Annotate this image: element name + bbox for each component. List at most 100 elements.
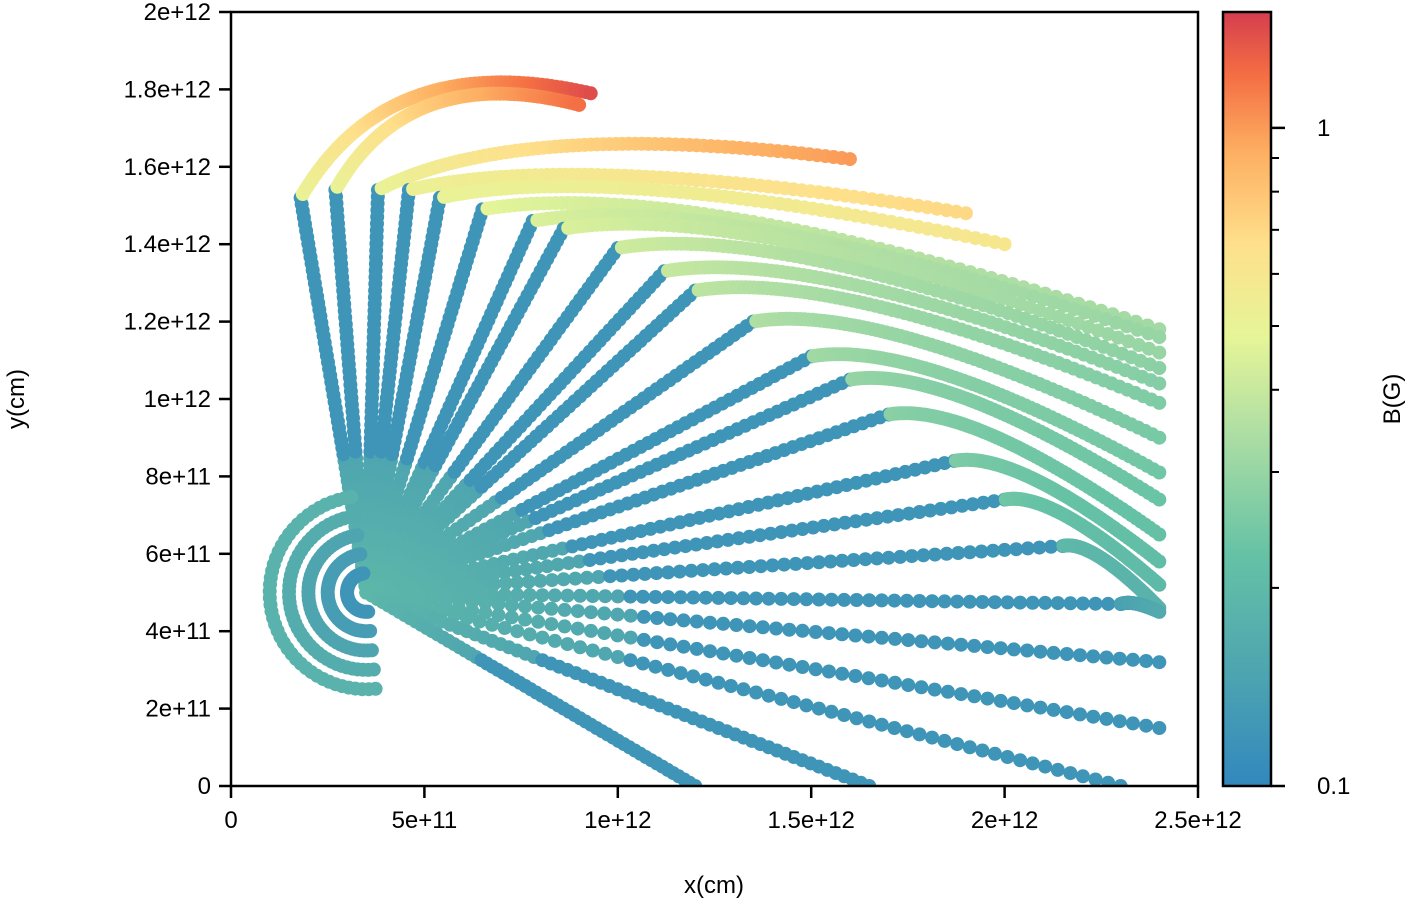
field-point	[684, 563, 699, 578]
field-point	[958, 206, 973, 221]
y-tick-label: 8e+11	[145, 463, 211, 490]
colorbar-label: B(G)	[1379, 374, 1406, 425]
source-point	[361, 604, 376, 619]
field-point	[573, 588, 588, 603]
field-point	[699, 536, 714, 550]
field-point	[881, 550, 896, 565]
field-point	[821, 664, 836, 679]
field-point	[676, 639, 691, 654]
field-point	[777, 557, 792, 572]
field-point	[544, 601, 559, 616]
field-line	[359, 585, 877, 786]
field-point	[497, 565, 512, 580]
field-point	[673, 666, 688, 681]
field-line	[359, 216, 1167, 600]
field-point	[711, 675, 726, 690]
field-point	[636, 632, 651, 647]
y-tick-label: 2e+12	[144, 0, 211, 26]
field-point	[944, 500, 959, 515]
field-point	[533, 573, 548, 588]
field-point	[1088, 772, 1103, 786]
field-point	[904, 549, 919, 564]
field-point	[824, 592, 839, 607]
field-point	[491, 597, 506, 612]
x-tick-label: 5e+11	[392, 807, 458, 834]
y-tick-label: 1.8e+12	[124, 76, 211, 103]
field-point	[1050, 762, 1065, 777]
field-point	[598, 646, 613, 661]
field-point	[710, 534, 725, 549]
field-point	[663, 612, 678, 627]
field-point	[755, 620, 770, 635]
field-point	[625, 546, 640, 561]
field-line	[359, 179, 1012, 600]
field-point	[635, 589, 650, 604]
field-point	[721, 532, 735, 547]
field-point	[939, 546, 954, 561]
field-point	[661, 565, 676, 580]
field-point	[993, 641, 1008, 656]
source-point	[363, 624, 378, 638]
field-point	[572, 97, 587, 112]
field-point	[1086, 709, 1101, 724]
field-point	[849, 593, 864, 607]
field-point	[522, 627, 537, 642]
field-point	[540, 559, 555, 574]
field-point	[1006, 642, 1021, 657]
field-point	[689, 641, 704, 656]
field-point	[838, 515, 852, 530]
field-point	[723, 591, 738, 606]
field-point	[736, 591, 751, 606]
field-point	[891, 508, 906, 523]
field-point	[1086, 649, 1101, 664]
field-point	[927, 635, 942, 650]
field-point	[965, 497, 980, 512]
field-point	[1109, 315, 1124, 330]
field-point	[650, 611, 665, 625]
field-point	[962, 594, 977, 609]
field-point	[980, 640, 995, 655]
field-point	[650, 635, 665, 650]
field-point	[1152, 345, 1167, 360]
field-point	[1038, 595, 1053, 610]
field-point	[1152, 721, 1167, 735]
field-point	[799, 592, 814, 607]
field-point	[808, 662, 823, 677]
field-point	[1059, 647, 1074, 661]
field-point	[498, 576, 513, 591]
field-point	[585, 589, 600, 603]
field-point	[976, 495, 991, 510]
field-point	[1152, 577, 1167, 592]
field-point	[1033, 700, 1048, 715]
field-point	[782, 622, 797, 637]
field-point	[811, 555, 826, 570]
x-axis-label: x(cm)	[684, 872, 744, 899]
field-point	[1000, 595, 1015, 610]
field-point	[742, 619, 757, 634]
field-point	[742, 529, 757, 544]
field-point	[997, 237, 1012, 252]
field-point	[782, 657, 797, 672]
field-line	[359, 347, 1167, 600]
x-tick-label: 1e+12	[584, 807, 651, 834]
field-point	[912, 594, 927, 608]
field-point	[951, 546, 966, 560]
field-point	[1020, 643, 1035, 658]
field-point	[531, 614, 546, 629]
field-point	[1113, 779, 1128, 786]
field-point	[560, 588, 575, 603]
field-point	[610, 650, 625, 664]
field-point	[769, 655, 784, 670]
field-point	[862, 779, 877, 786]
field-point	[980, 691, 995, 706]
field-point	[716, 616, 731, 631]
field-point	[835, 553, 850, 568]
field-point	[1025, 756, 1040, 771]
field-point	[859, 512, 874, 527]
field-point	[769, 621, 784, 636]
field-point	[795, 522, 810, 536]
field-point	[899, 724, 914, 739]
field-point	[858, 552, 873, 567]
